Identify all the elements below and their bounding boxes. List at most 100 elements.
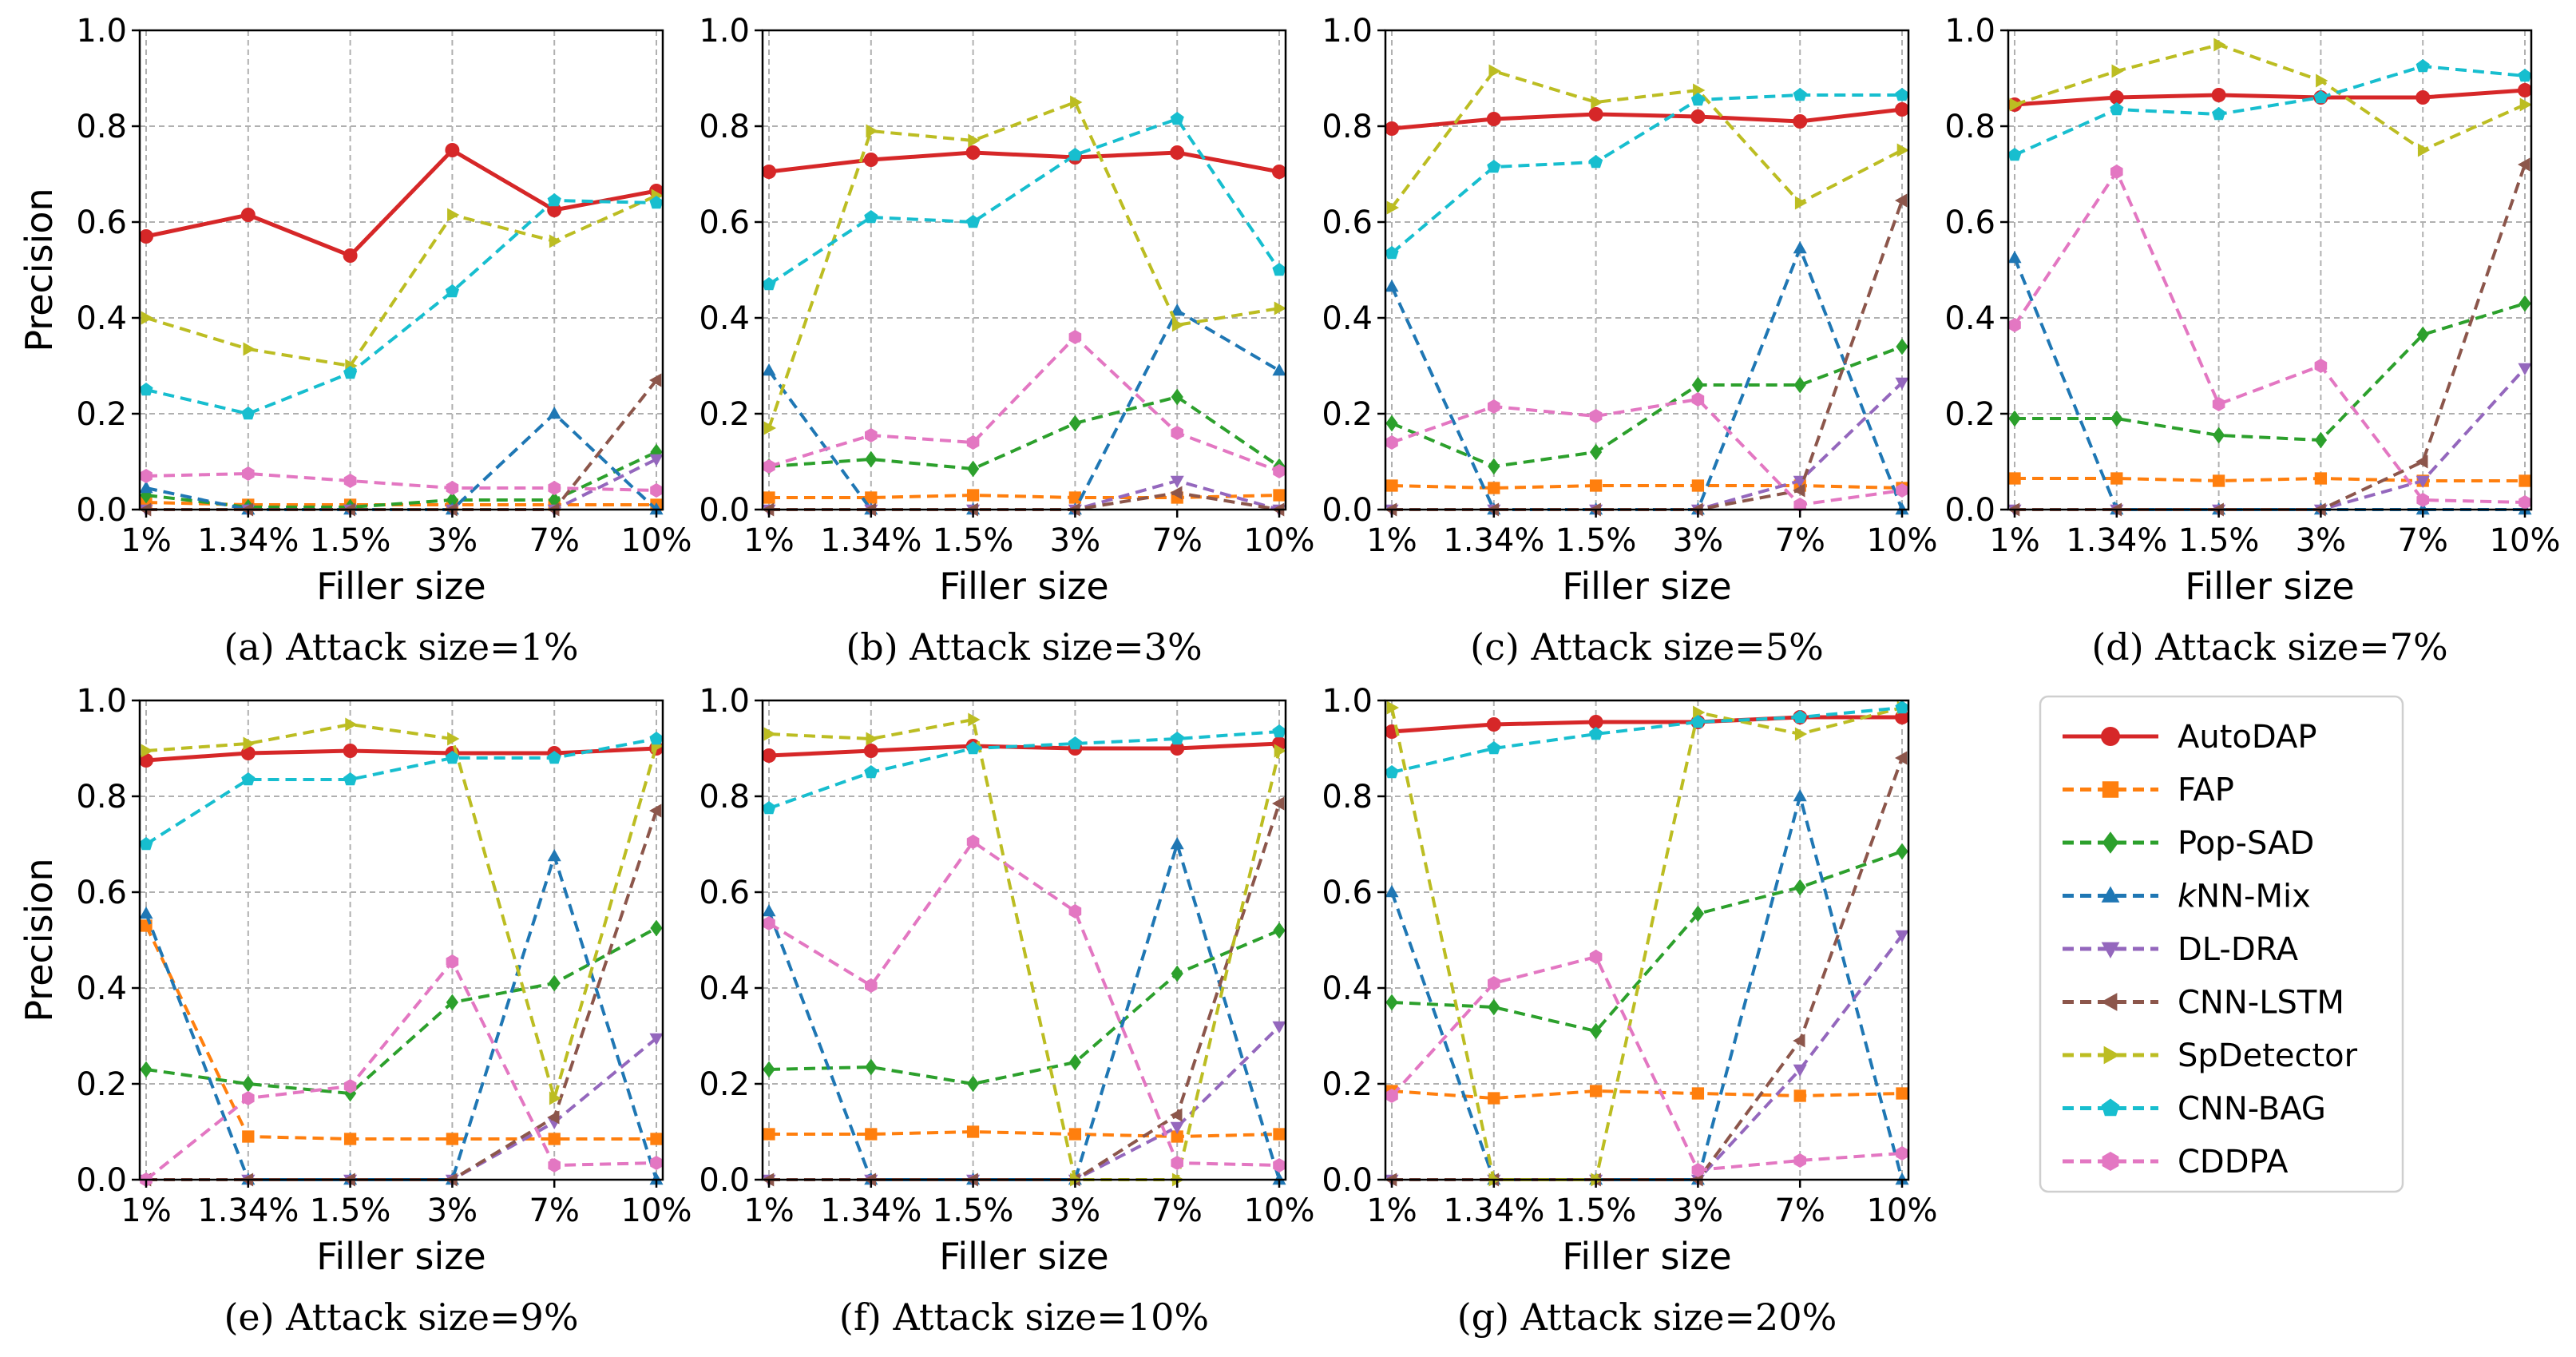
series-line-fap [145,925,656,1141]
data-point-pop-sad [1896,338,1908,355]
data-point-knn-mix [547,407,561,419]
data-point-cddpa [865,428,878,442]
series-cnn-lstm [1385,751,1908,1187]
series-fap [1385,479,1908,494]
x-tick-label: 1.34% [2066,522,2167,559]
data-point-cnn-bag [1589,727,1603,740]
series-line-spdetector [768,717,1281,1181]
series-pop-sad [763,922,1286,1093]
data-point-cnn-lstm [2415,454,2428,469]
data-point-pop-sad [1691,905,1705,923]
data-point-cddpa [966,835,980,849]
x-tick-label: 1% [1366,1192,1417,1229]
series-line-knn-mix [1390,244,1904,511]
y-tick-label: 0.6 [699,204,750,241]
series-knn-mix [762,304,1286,515]
y-tick-label: 1.0 [699,13,750,50]
data-point-spdetector [141,744,153,758]
data-point-cnn-lstm [1272,796,1285,811]
subplot-c: 0.0 0.2 0.4 0.6 0.8 1.0 1% 1.34% 1.5% 3% 7% 10% Fill… [1322,13,1937,669]
data-point-autodap [1385,121,1399,136]
data-point-cnn-bag [1385,246,1399,260]
series-spdetector [763,95,1286,435]
axes-frame [138,699,664,1181]
y-tick-label: 0.8 [699,779,750,815]
data-point-spdetector [1794,196,1808,210]
series-line-cddpa [1391,397,1903,507]
data-point-cddpa [650,483,663,498]
y-tick-label: 0.2 [1944,396,1995,433]
x-tick-label: 7% [1774,1192,1825,1229]
data-point-cnn-bag [1068,148,1082,161]
data-point-cddpa [343,474,357,488]
data-point-autodap [2211,88,2226,102]
data-point-cnn-bag [1385,765,1399,779]
data-point-cddpa [1589,950,1603,964]
data-point-fap [2519,474,2531,487]
data-point-pop-sad [1793,376,1806,394]
series-line-spdetector [145,722,658,1105]
data-point-cddpa [2212,397,2225,411]
x-tick-label: 1.5% [1556,1192,1637,1229]
data-point-cnn-bag [762,277,776,291]
data-point-knn-mix [649,502,664,515]
data-point-cddpa [1896,1146,1908,1161]
data-point-fap [1385,479,1398,492]
data-point-cnn-lstm [1793,1034,1805,1048]
series-line-spdetector [2014,42,2526,153]
data-point-knn-mix [2007,251,2022,264]
data-point-knn-mix [1385,885,1399,898]
data-point-pop-sad [2008,410,2021,427]
data-point-autodap [1272,165,1286,179]
data-point-cddpa [242,1091,255,1105]
series-line-cddpa [2013,168,2526,504]
data-point-fap [865,1128,878,1141]
x-tick-label: 1.34% [197,1192,299,1229]
legend-marker-autodap [2101,727,2120,746]
axes-frame [761,699,1287,1181]
x-tick-label: 1% [1366,522,1417,559]
series-line-autodap [1391,107,1903,131]
data-point-cnn-bag [966,741,981,755]
series-line-fap [1391,484,1903,490]
y-tick-label: 0.0 [76,492,127,529]
series-cnn-lstm [762,796,1285,1187]
series-line-pop-sad [768,929,1280,1086]
data-point-spdetector [1896,143,1909,157]
data-point-pop-sad [1273,922,1286,939]
series-cnn-lstm [139,803,662,1187]
data-point-pop-sad [865,1058,878,1076]
data-point-fap [242,1130,255,1143]
data-point-fap [1273,489,1286,502]
subplot-a: 0.0 0.2 0.4 0.6 0.8 1.0 1% 1.34% 1.5% 3% 7% 10% Fill… [18,13,692,669]
y-tick-label: 0.8 [1944,109,1995,145]
series-cddpa [140,466,663,498]
series-line-pop-sad [1391,850,1903,1034]
legend-marker-spdetector [2103,1046,2120,1065]
series-line-spdetector [767,100,1280,429]
data-point-cddpa [1385,1089,1398,1103]
data-point-knn-mix [762,363,776,376]
data-point-autodap [2518,83,2532,97]
data-point-cnn-bag [2415,59,2430,73]
data-point-knn-mix [1170,304,1184,316]
x-tick-label: 10% [2490,522,2561,559]
x-tick-label: 10% [1244,1192,1315,1229]
series-line-fap [769,493,1280,499]
data-point-cddpa [865,978,878,993]
y-tick-label: 0.6 [76,204,127,241]
series-line-dl-dra [146,1037,658,1181]
data-point-spdetector [1794,727,1808,741]
data-point-dl-dra [649,454,664,466]
data-point-fap [1488,1092,1500,1105]
y-tick-label: 1.0 [76,13,127,50]
data-point-dl-dra [1170,475,1184,488]
series-line-cddpa [768,335,1280,473]
data-point-cnn-bag [1895,88,1909,101]
data-point-cnn-bag [2007,148,2022,161]
series-line-cnn-lstm [1392,757,1904,1181]
data-point-autodap [343,744,358,758]
x-tick-label: 1.5% [933,1192,1014,1229]
data-point-cnn-bag [1793,710,1807,724]
legend: AutoDAP FAP Pop-SAD kNN-Mix DL-DRA CNN-LSTM Sp… [2039,695,2404,1193]
